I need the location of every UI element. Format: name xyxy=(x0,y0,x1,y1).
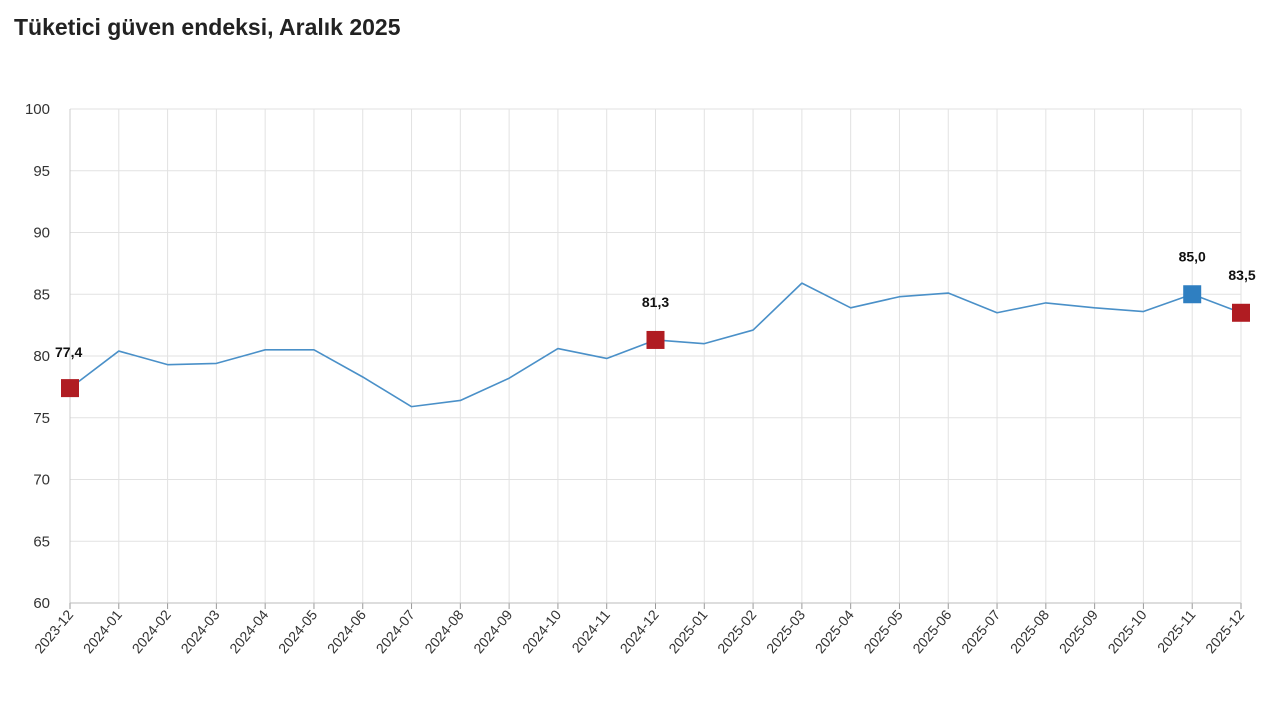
x-tick-label: 2025-08 xyxy=(1007,606,1052,656)
axes xyxy=(69,109,1242,609)
y-tick-label: 90 xyxy=(33,225,50,242)
x-tick-label: 2024-02 xyxy=(129,606,174,656)
data-point xyxy=(506,375,512,381)
data-point xyxy=(994,310,1000,316)
x-tick-label: 2024-07 xyxy=(373,606,418,656)
y-tick-label: 60 xyxy=(33,595,50,612)
x-tick-label: 2023-12 xyxy=(31,606,76,656)
data-point xyxy=(750,327,756,333)
x-tick-label: 2024-09 xyxy=(470,606,515,656)
data-point xyxy=(896,294,902,300)
data-point xyxy=(311,347,317,353)
highlight-marker xyxy=(1183,285,1202,304)
x-tick-label: 2025-10 xyxy=(1104,606,1149,656)
x-tick-label: 2024-12 xyxy=(617,606,662,656)
data-point xyxy=(409,404,415,410)
data-point xyxy=(555,346,561,352)
x-tick-label: 2024-03 xyxy=(177,606,222,656)
x-tick-label: 2025-12 xyxy=(1202,606,1247,656)
x-tick-label: 2024-05 xyxy=(275,606,320,656)
data-label: 81,3 xyxy=(642,294,669,310)
highlight-marker xyxy=(646,330,665,349)
data-point xyxy=(604,355,610,361)
highlight-marker xyxy=(1232,303,1250,322)
x-tick-label: 2025-01 xyxy=(665,606,710,656)
data-point xyxy=(1092,305,1098,311)
data-point xyxy=(945,290,951,296)
data-point xyxy=(799,280,805,286)
y-tick-label: 75 xyxy=(33,410,50,427)
x-tick-label: 2024-08 xyxy=(421,606,466,656)
x-tick-label: 2025-07 xyxy=(958,606,1003,656)
x-tick-label: 2024-06 xyxy=(324,606,369,656)
x-tick-label: 2025-11 xyxy=(1154,606,1199,655)
y-tick-label: 85 xyxy=(33,286,50,303)
x-tick-label: 2025-05 xyxy=(860,606,905,656)
chart-title: Tüketici güven endeksi, Aralık 2025 xyxy=(14,14,401,40)
data-point xyxy=(1043,300,1049,306)
data-point xyxy=(360,374,366,380)
data-point xyxy=(116,348,122,354)
data-point xyxy=(213,360,219,366)
data-label: 83,5 xyxy=(1228,267,1255,283)
data-label: 85,0 xyxy=(1179,248,1206,264)
y-tick-label: 80 xyxy=(33,348,50,365)
x-tick-labels: 2023-12 2024-01 2024-02 2024-03 2024-04 2024-… xyxy=(31,606,1247,656)
y-tick-label: 65 xyxy=(33,533,50,550)
data-label: 77,4 xyxy=(55,344,82,360)
data-point xyxy=(457,397,463,403)
x-tick-label: 2024-10 xyxy=(519,606,564,656)
x-tick-label: 2025-04 xyxy=(812,606,857,656)
x-tick-label: 2024-01 xyxy=(80,606,125,656)
highlight-marker xyxy=(61,379,79,398)
x-tick-label: 2025-03 xyxy=(763,606,808,656)
data-point xyxy=(848,305,854,311)
x-tick-label: 2024-04 xyxy=(226,606,271,656)
x-tick-label: 2025-02 xyxy=(714,606,759,656)
data-point xyxy=(165,362,171,368)
marker-layer: 77,4 81,3 85,0 83,5 xyxy=(55,248,1256,398)
y-tick-label: 95 xyxy=(33,163,50,180)
x-tick-label: 2024-11 xyxy=(568,606,613,655)
x-tick-label: 2025-09 xyxy=(1056,606,1101,656)
y-tick-labels: 60 65 70 75 80 85 90 95 100 xyxy=(25,101,50,612)
x-tick-label: 2025-06 xyxy=(909,606,954,656)
data-point xyxy=(701,341,707,347)
data-point xyxy=(1140,309,1146,315)
y-tick-label: 70 xyxy=(33,472,50,489)
y-tick-label: 100 xyxy=(25,101,50,118)
data-point xyxy=(262,347,268,353)
